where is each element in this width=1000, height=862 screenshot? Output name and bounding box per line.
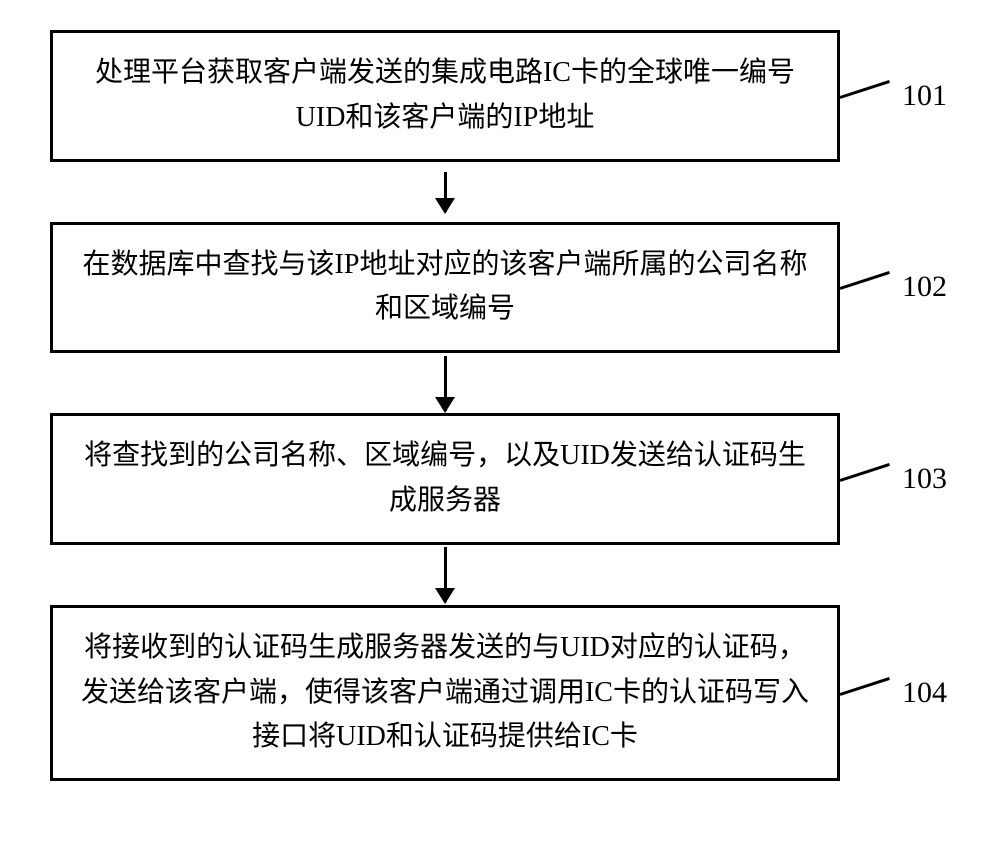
arrow-container-3: [50, 545, 840, 605]
step-box-3: 将查找到的公司名称、区域编号，以及UID发送给认证码生成服务器 103: [50, 413, 840, 545]
label-connector-3: [840, 463, 890, 482]
step-text-1: 处理平台获取客户端发送的集成电路IC卡的全球唯一编号UID和该客户端的IP地址: [95, 57, 795, 133]
arrow-1: [444, 172, 447, 212]
step-text-3: 将查找到的公司名称、区域编号，以及UID发送给认证码生成服务器: [84, 440, 806, 516]
arrow-2: [444, 356, 447, 411]
step-box-2: 在数据库中查找与该IP地址对应的该客户端所属的公司名称和区域编号 102: [50, 222, 840, 354]
label-connector-2: [840, 271, 890, 290]
label-connector-1: [840, 80, 890, 99]
step-box-4: 将接收到的认证码生成服务器发送的与UID对应的认证码，发送给该客户端，使得该客户…: [50, 605, 840, 781]
step-text-2: 在数据库中查找与该IP地址对应的该客户端所属的公司名称和区域编号: [83, 249, 808, 325]
step-label-2: 102: [902, 263, 947, 311]
step-label-4: 104: [902, 669, 947, 717]
step-label-1: 101: [902, 72, 947, 120]
arrow-3: [444, 547, 447, 602]
arrow-container-1: [50, 162, 840, 222]
arrow-container-2: [50, 353, 840, 413]
step-label-3: 103: [902, 455, 947, 503]
step-text-4: 将接收到的认证码生成服务器发送的与UID对应的认证码，发送给该客户端，使得该客户…: [81, 632, 809, 753]
flowchart-container: 处理平台获取客户端发送的集成电路IC卡的全球唯一编号UID和该客户端的IP地址 …: [50, 30, 950, 781]
label-connector-4: [840, 677, 890, 696]
step-box-1: 处理平台获取客户端发送的集成电路IC卡的全球唯一编号UID和该客户端的IP地址 …: [50, 30, 840, 162]
